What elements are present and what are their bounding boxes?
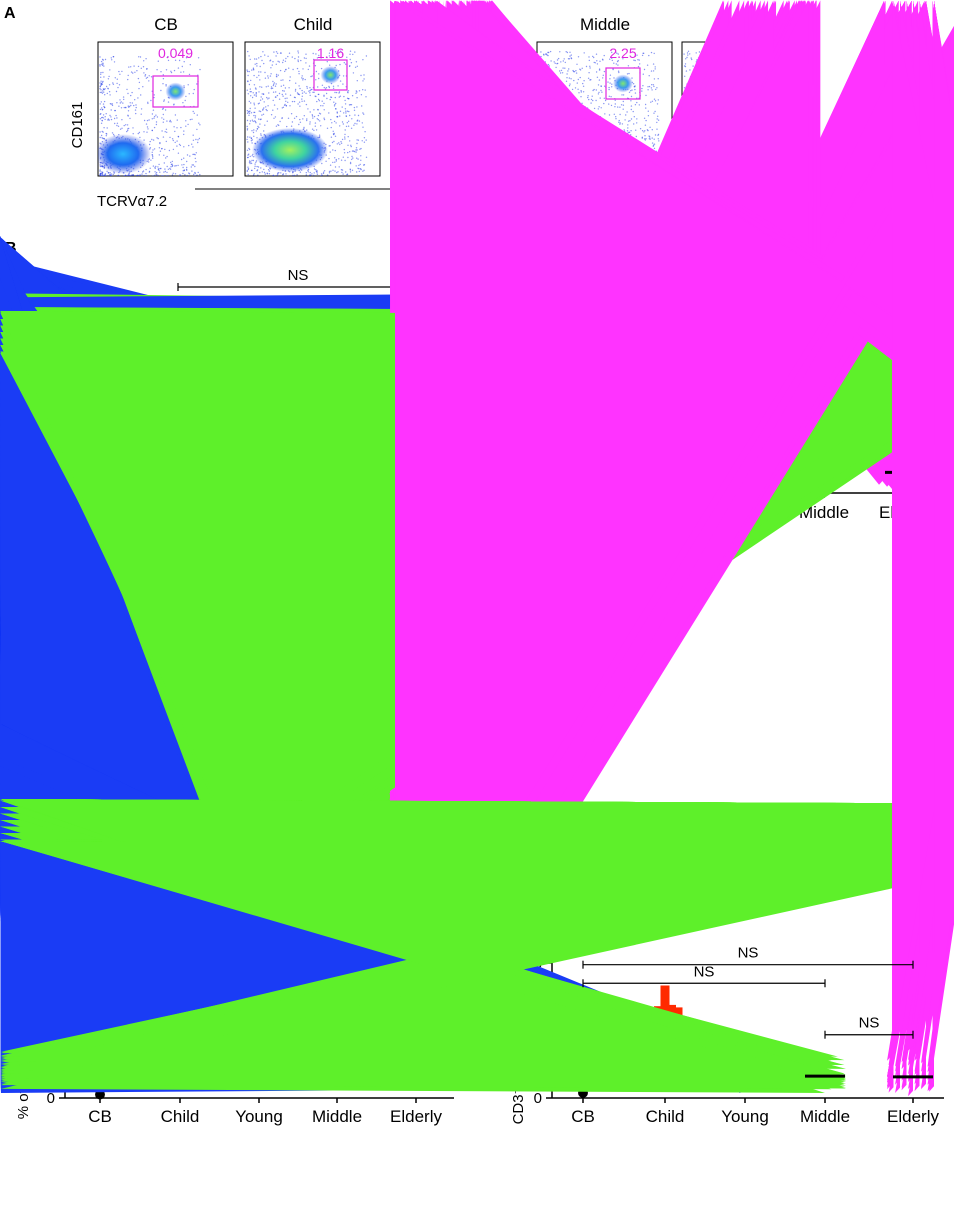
x-category-label: Elderly bbox=[887, 1107, 939, 1126]
x-category-label: Young bbox=[235, 1107, 283, 1126]
flow-y-label: CD161 bbox=[69, 102, 86, 149]
flow-title: Middle bbox=[580, 15, 630, 34]
gate-value: 0.049 bbox=[158, 45, 193, 61]
data-point bbox=[673, 1007, 683, 1017]
flow-density bbox=[246, 50, 368, 176]
data-point bbox=[660, 989, 670, 999]
flow-x-label: TCRVα7.2 bbox=[97, 193, 167, 210]
gate-box bbox=[152, 75, 199, 108]
data-point bbox=[0, 841, 954, 1089]
y-tick-label: 0 bbox=[47, 1090, 55, 1107]
x-category-label: Middle bbox=[312, 1107, 362, 1126]
data-point bbox=[667, 1004, 676, 1014]
gate-value: 2.25 bbox=[609, 45, 636, 61]
x-category-label: Child bbox=[646, 1107, 685, 1126]
data-point bbox=[660, 995, 670, 1005]
gate-box bbox=[605, 67, 641, 100]
data-point bbox=[660, 1004, 670, 1013]
gate-box bbox=[313, 59, 348, 91]
flow-plot-cb: CB 0.049 bbox=[97, 15, 234, 177]
x-category-label: CB bbox=[88, 1107, 112, 1126]
y-tick-label: 0 bbox=[534, 1090, 542, 1107]
data-point bbox=[0, 766, 767, 1088]
series-middle bbox=[0, 799, 954, 1093]
ns-label: NS bbox=[859, 1015, 880, 1032]
significance-bracket: NS bbox=[582, 945, 914, 969]
flow-title: Child bbox=[294, 15, 333, 34]
gate-value: 1.16 bbox=[317, 45, 344, 61]
x-category-label: CB bbox=[571, 1107, 595, 1126]
ns-label: NS bbox=[694, 963, 715, 980]
ns-label: NS bbox=[288, 267, 309, 284]
panel-letter-a: A bbox=[4, 5, 16, 22]
series-elderly bbox=[887, 0, 954, 1097]
flow-title: CB bbox=[154, 15, 178, 34]
x-category-label: Child bbox=[161, 1107, 200, 1126]
x-category-label: Middle bbox=[799, 503, 849, 522]
flow-plot-child: Child 1.16 bbox=[244, 15, 381, 177]
significance-bracket: NS bbox=[582, 963, 826, 988]
x-category-label: Middle bbox=[800, 1107, 850, 1126]
data-point bbox=[929, 0, 954, 1077]
x-category-label: Elderly bbox=[390, 1107, 442, 1126]
chart-panel-f: FCD3⁺ Cells Number(10⁶/mL)02468CBChildYo… bbox=[0, 0, 954, 1126]
series-young bbox=[0, 724, 767, 1093]
data-point bbox=[390, 0, 954, 1021]
significance-bracket: NS bbox=[177, 267, 419, 291]
x-category-label: Young bbox=[721, 1107, 769, 1126]
significance-bracket: NS bbox=[824, 1015, 914, 1039]
ns-label: NS bbox=[738, 945, 759, 962]
